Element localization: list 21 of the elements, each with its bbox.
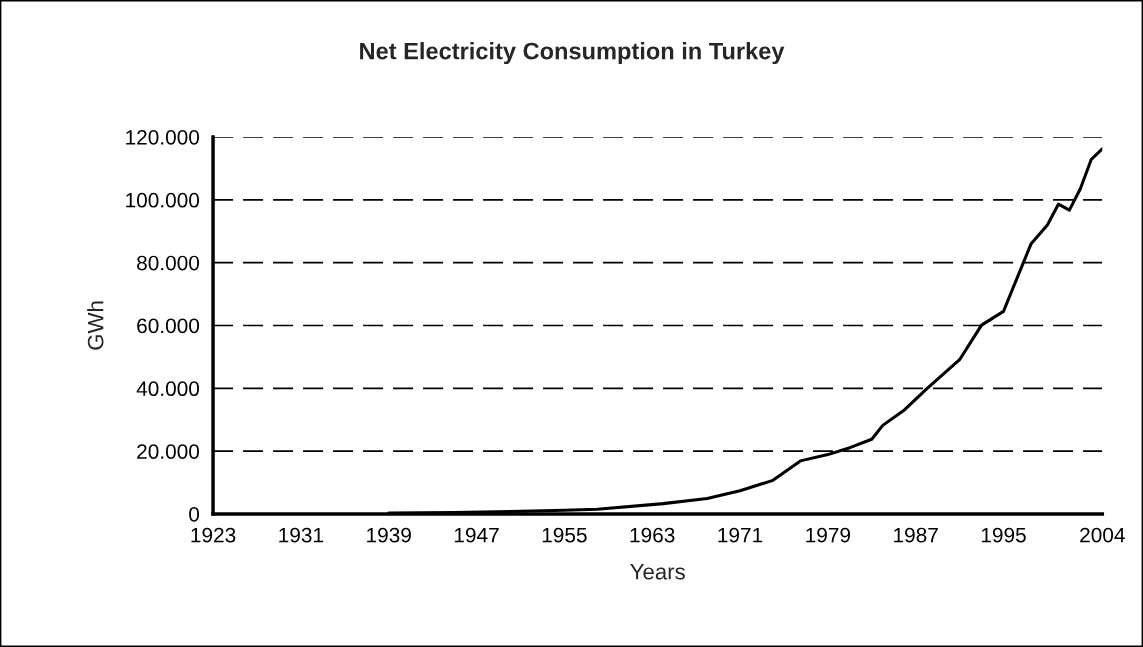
x-tick-label: 1923	[191, 527, 236, 543]
y-axis-title: GWh	[87, 301, 104, 350]
y-tick-label: 80.000	[137, 255, 200, 271]
x-tick-label: 1979	[806, 527, 851, 543]
x-tick-label: 1931	[279, 527, 324, 543]
y-tick-label: 100.000	[126, 192, 200, 208]
y-tick-label: 40.000	[136, 381, 200, 397]
x-tick-label: 1947	[454, 527, 499, 543]
x-tick-label: 2004	[1080, 527, 1125, 543]
x-tick-label: 1963	[630, 527, 675, 543]
x-tick-label: 1987	[894, 527, 938, 543]
y-tick-label: 20.000	[137, 444, 200, 459]
y-tick-label: 120.000	[126, 129, 200, 145]
x-axis-title: Years	[630, 564, 685, 580]
y-tick-label: 60.000	[137, 318, 200, 334]
x-tick-label: 1971	[718, 527, 763, 543]
y-tick-label: 0	[189, 506, 200, 522]
x-tick-label: 1995	[981, 527, 1026, 543]
x-tick-label: 1955	[542, 527, 587, 543]
x-tick-label: 1939	[367, 527, 411, 543]
chart-title: Net Electricity Consumption in Turkey	[360, 42, 785, 65]
